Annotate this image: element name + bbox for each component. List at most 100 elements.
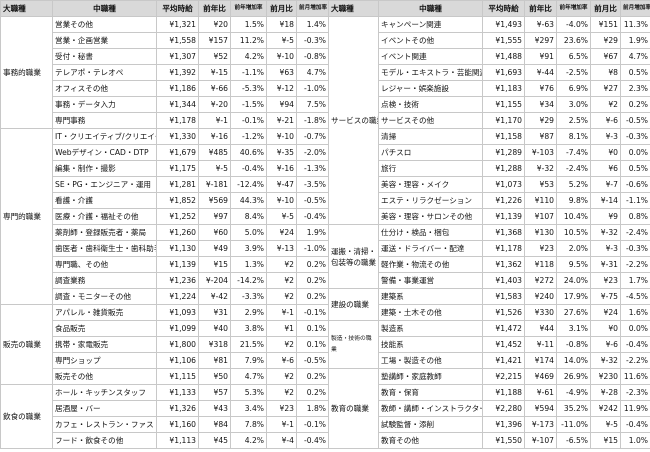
avg-wage: ¥1,281	[156, 176, 199, 193]
table-row: 専門事務 ¥1,178 ¥-1 -0.1% ¥-21 -1.8%	[1, 112, 329, 129]
yoy-rate: -7.4%	[556, 144, 591, 161]
job-name: 建築・土木その他	[378, 304, 483, 321]
job-name: イベント関連	[378, 48, 483, 65]
table-row: イベント関連 ¥1,488 ¥91 6.5% ¥67 4.7%	[329, 48, 650, 65]
avg-wage: ¥1,693	[482, 64, 525, 81]
job-name: 軽作業・物流その他	[378, 256, 483, 273]
left-wage-table: 大職種 中職種 平均時給 前年比 前年増加率 前月比 前月増加率 事務的職業 営業…	[0, 0, 329, 449]
mom-rate: -1.0%	[296, 80, 329, 97]
mom-diff: ¥8	[590, 64, 621, 81]
header-yoy: 前年比	[198, 0, 231, 17]
yoy-diff: ¥297	[524, 32, 557, 49]
avg-wage: ¥1,188	[482, 384, 525, 401]
mom-diff: ¥-3	[590, 240, 621, 257]
job-name: カフェ・レストラン・ファストフード	[52, 416, 157, 433]
avg-wage: ¥1,396	[482, 416, 525, 433]
job-name: IT・クリエイティブ/クリエイターその他	[52, 128, 157, 145]
table-row: 専門的職業IT・クリエイティブ/クリエイターその他¥1,330¥-16-1.2%…	[0, 128, 329, 305]
yoy-rate: -4.9%	[556, 384, 591, 401]
yoy-diff: ¥-5	[198, 160, 231, 177]
mom-rate: -0.5%	[296, 352, 329, 369]
yoy-diff: ¥130	[524, 224, 557, 241]
header-yoy: 前年比	[524, 0, 557, 17]
table-row: 販売の職業 アパレル・雑貨販売 ¥1,093 ¥31 2.9% ¥-1 -0.1%	[0, 304, 329, 385]
job-name: テレアポ・テレオペ	[52, 64, 157, 81]
header-mom: 前月比	[266, 0, 297, 17]
avg-wage: ¥2,215	[482, 368, 525, 385]
yoy-diff: ¥44	[524, 320, 557, 337]
yoy-rate: 7.9%	[230, 352, 267, 369]
avg-wage: ¥1,252	[156, 208, 199, 225]
avg-wage: ¥1,344	[156, 96, 199, 113]
header-category: 大職種	[328, 0, 379, 17]
yoy-diff: ¥107	[524, 208, 557, 225]
avg-wage: ¥1,472	[482, 320, 525, 337]
yoy-diff: ¥97	[198, 208, 231, 225]
mom-diff: ¥23	[590, 272, 621, 289]
avg-wage: ¥1,288	[482, 160, 525, 177]
mom-diff: ¥-6	[590, 112, 621, 129]
mom-diff: ¥-32	[590, 224, 621, 241]
table-row: 営業・企画営業 ¥1,558 ¥157 11.2% ¥-5 -0.3%	[1, 32, 329, 49]
job-name: 事務・データ入力	[52, 96, 157, 113]
avg-wage: ¥1,160	[156, 416, 199, 433]
header-category: 大職種	[0, 0, 53, 17]
avg-wage: ¥1,115	[156, 368, 199, 385]
yoy-rate: -4.0%	[556, 16, 591, 33]
job-name: モデル・エキストラ・芸能関連	[378, 64, 483, 81]
mom-rate: -0.4%	[296, 432, 329, 449]
table-row: 携帯・家電販売 ¥1,800 ¥318 21.5% ¥2 0.1%	[1, 336, 329, 353]
mom-rate: 1.7%	[620, 272, 650, 289]
header-yoy-rate: 前年増加率	[556, 0, 591, 17]
avg-wage: ¥1,236	[156, 272, 199, 289]
yoy-diff: ¥-16	[198, 128, 231, 145]
mom-rate: 1.0%	[620, 432, 650, 449]
yoy-rate: 10.4%	[556, 208, 591, 225]
mom-rate: -1.3%	[296, 160, 329, 177]
yoy-diff: ¥87	[524, 128, 557, 145]
yoy-diff: ¥-103	[524, 144, 557, 161]
mom-rate: -0.4%	[620, 336, 650, 353]
job-name: 食品販売	[52, 320, 157, 337]
mom-rate: 1.4%	[296, 16, 329, 33]
yoy-rate: 27.6%	[556, 304, 591, 321]
yoy-rate: -12.4%	[230, 176, 267, 193]
yoy-diff: ¥157	[198, 32, 231, 49]
yoy-diff: ¥23	[524, 240, 557, 257]
yoy-diff: ¥60	[198, 224, 231, 241]
avg-wage: ¥1,800	[156, 336, 199, 353]
yoy-rate: 3.0%	[556, 96, 591, 113]
yoy-diff: ¥-15	[198, 64, 231, 81]
mom-rate: -0.8%	[296, 48, 329, 65]
avg-wage: ¥1,321	[156, 16, 199, 33]
avg-wage: ¥1,368	[482, 224, 525, 241]
mom-diff: ¥-32	[590, 352, 621, 369]
job-name: 製造系	[378, 320, 483, 337]
job-name: エステ・リラクゼーション	[378, 192, 483, 209]
yoy-rate: -1.5%	[230, 96, 267, 113]
table-row: レジャー・娯楽施設 ¥1,183 ¥76 6.9% ¥27 2.3%	[329, 80, 650, 97]
category-cell: 製造・技術の職業	[328, 320, 379, 369]
mom-diff: ¥67	[590, 48, 621, 65]
mom-rate: -0.7%	[296, 128, 329, 145]
yoy-rate: 1.3%	[230, 256, 267, 273]
mom-rate: 11.3%	[620, 16, 650, 33]
yoy-rate: 6.9%	[556, 80, 591, 97]
mom-rate: -0.1%	[296, 304, 329, 321]
avg-wage: ¥1,326	[156, 400, 199, 417]
mom-diff: ¥-4	[266, 432, 297, 449]
avg-wage: ¥1,073	[482, 176, 525, 193]
mom-rate: -0.4%	[296, 208, 329, 225]
yoy-rate: 2.5%	[556, 112, 591, 129]
avg-wage: ¥1,139	[482, 208, 525, 225]
yoy-rate: 4.2%	[230, 432, 267, 449]
mom-rate: 4.7%	[620, 48, 650, 65]
mom-rate: 0.2%	[296, 368, 329, 385]
mom-diff: ¥-28	[590, 384, 621, 401]
yoy-rate: -0.1%	[230, 112, 267, 129]
table-row: 美容・理容・サロンその他 ¥1,139 ¥107 10.4% ¥9 0.8%	[329, 208, 650, 225]
yoy-diff: ¥57	[198, 384, 231, 401]
mom-rate: 0.5%	[620, 64, 650, 81]
yoy-diff: ¥-11	[524, 336, 557, 353]
job-name: 歯医者・歯科衛生士・歯科助手	[52, 240, 157, 257]
